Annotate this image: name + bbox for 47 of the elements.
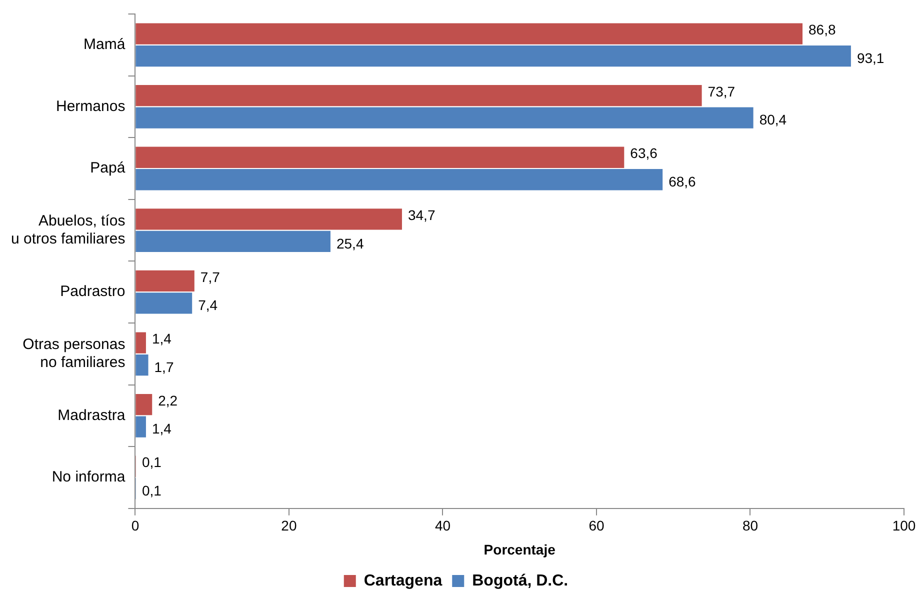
x-tick-label: 20 [281, 518, 297, 534]
data-label: 63,6 [630, 145, 658, 162]
bar [136, 292, 192, 314]
bar [136, 146, 624, 168]
data-label: 25,4 [336, 235, 364, 252]
x-tick-label: 80 [742, 518, 758, 534]
x-tick-label: 40 [434, 518, 451, 534]
data-label: 7,7 [200, 268, 220, 285]
data-label: 68,6 [668, 173, 696, 190]
x-axis-title: Porcentaje [484, 541, 556, 558]
data-label: 34,7 [408, 207, 436, 224]
y-tick-label: Padrastro [60, 283, 126, 300]
data-label: 93,1 [856, 50, 884, 66]
y-tick-label: Hermanos [56, 98, 126, 115]
bar [136, 107, 754, 128]
data-label: 0,1 [142, 454, 162, 470]
bar [136, 208, 402, 230]
bar [136, 85, 702, 106]
data-label: 73,7 [708, 83, 736, 100]
bar [136, 270, 194, 292]
bar [136, 45, 851, 67]
data-label: 86,8 [808, 22, 836, 38]
y-tick-label: Madrastra [58, 406, 126, 424]
data-label: 0,1 [142, 482, 162, 498]
legend-label: Bogotá, D.C. [472, 572, 568, 590]
y-tick-label: No informa [52, 468, 126, 486]
bar [136, 416, 146, 438]
data-label: 1,7 [154, 358, 174, 375]
bar [136, 354, 148, 376]
y-tick-label: Mamá [84, 36, 126, 54]
y-tick-label: Otras personas no familiares [22, 336, 126, 372]
data-label: 80,4 [759, 112, 787, 128]
y-tick-label: Abuelos, tíos u otros familiares [10, 212, 126, 248]
bar [136, 169, 663, 190]
data-label: 7,4 [198, 297, 218, 314]
x-tick-label: 0 [131, 518, 140, 534]
legend-label: Cartagena [364, 572, 442, 590]
data-label: 1,4 [152, 420, 172, 437]
bar [136, 394, 152, 416]
data-label: 2,2 [158, 392, 178, 408]
data-label: 1,4 [152, 330, 172, 347]
bar [136, 332, 146, 354]
bar [136, 23, 803, 44]
y-tick-label: Papá [90, 160, 126, 177]
bar [136, 230, 330, 252]
x-tick-label: 100 [892, 518, 916, 534]
x-tick-label: 60 [588, 518, 604, 534]
